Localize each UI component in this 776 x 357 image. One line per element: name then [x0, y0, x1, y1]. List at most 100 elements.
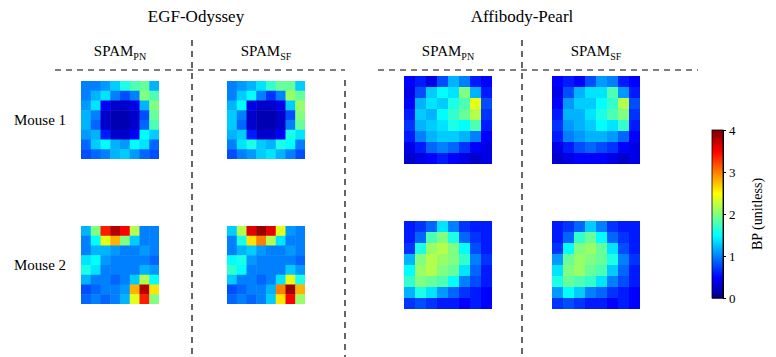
heatmap-cell — [481, 109, 492, 121]
heatmap-cell — [459, 254, 471, 266]
heatmap-cell — [247, 285, 257, 295]
heatmap-cell — [448, 76, 460, 88]
heatmap-cell — [437, 254, 449, 266]
heatmap-cell — [448, 221, 460, 233]
heatmap-cell — [574, 254, 586, 266]
colorbar-tick-label: 2 — [729, 207, 736, 222]
heatmap-cell — [552, 254, 564, 266]
heatmap-cell — [426, 109, 438, 121]
heatmap-cell — [618, 298, 630, 309]
heatmap-cell — [618, 87, 630, 99]
heatmap-cell — [618, 153, 630, 164]
colorbar-tick-label: 1 — [729, 249, 736, 264]
heatmap-panel — [404, 221, 492, 309]
heatmap-cell — [81, 149, 91, 159]
heatmap-cell — [227, 101, 237, 111]
heatmap-cell — [415, 153, 427, 164]
heatmap-cell — [130, 140, 140, 150]
heatmap-cell — [596, 221, 608, 233]
heatmap-cell — [295, 81, 305, 91]
heatmap-cell — [618, 120, 630, 132]
heatmap-cell — [276, 110, 286, 120]
heatmap-cell — [607, 265, 619, 277]
heatmap-cell — [140, 140, 150, 150]
heatmap-cell — [426, 287, 438, 299]
heatmap-cell — [470, 287, 482, 299]
heatmap-cell — [130, 149, 140, 159]
heatmap-cell — [585, 76, 597, 88]
heatmap-cell — [266, 81, 276, 91]
heatmap-cell — [470, 243, 482, 255]
heatmap-cell — [404, 287, 416, 299]
heatmap-cell — [295, 265, 305, 275]
heatmap-cell — [110, 285, 120, 295]
heatmap-cell — [404, 153, 416, 164]
heatmap-cell — [120, 149, 130, 159]
heatmap-cell — [481, 120, 492, 132]
heatmap-cell — [130, 120, 140, 130]
colorbar-tick-label: 3 — [729, 165, 736, 180]
heatmap-cell — [448, 120, 460, 132]
heatmap-cell — [448, 153, 460, 164]
heatmap-cell — [563, 109, 575, 121]
heatmap-cell — [481, 276, 492, 288]
heatmap-cell — [470, 265, 482, 277]
heatmap-cell — [426, 221, 438, 233]
heatmap-cell — [607, 109, 619, 121]
heatmap-cell — [596, 120, 608, 132]
heatmap-cell — [130, 81, 140, 91]
heatmap-cell — [563, 142, 575, 154]
heatmap-cell — [101, 246, 111, 256]
heatmap-cell — [91, 101, 101, 111]
heatmap-cell — [247, 101, 257, 111]
colorbar-tick-label: 0 — [729, 291, 736, 306]
colorbar-tick: 1 — [723, 249, 736, 264]
figure: Mouse 1Mouse 2EGF-OdysseySPAMPNSPAMSFAff… — [0, 0, 776, 357]
heatmap-cell — [120, 130, 130, 140]
heatmap-cell — [295, 255, 305, 265]
heatmap-cell — [247, 236, 257, 246]
heatmap-cell — [574, 142, 586, 154]
heatmap-cell — [629, 142, 640, 154]
heatmap-cell — [81, 81, 91, 91]
heatmap-cell — [120, 81, 130, 91]
heatmap-cell — [286, 246, 296, 256]
column-header: SPAMSF — [241, 43, 292, 62]
heatmap-cell — [470, 120, 482, 132]
heatmap-cell — [629, 131, 640, 143]
heatmap-cell — [247, 110, 257, 120]
heatmap-cell — [574, 287, 586, 299]
heatmap-cell — [140, 130, 150, 140]
heatmap-cell — [404, 232, 416, 244]
heatmap-cell — [91, 255, 101, 265]
heatmap-cell — [426, 298, 438, 309]
heatmap-cell — [256, 246, 266, 256]
heatmap-cell — [448, 254, 460, 266]
heatmap-cell — [101, 120, 111, 130]
heatmap-cell — [140, 110, 150, 120]
colorbar-tick-mark — [723, 172, 726, 173]
column-header: SPAMSF — [571, 43, 622, 62]
heatmap-cell — [552, 153, 564, 164]
heatmap-cell — [256, 265, 266, 275]
heatmap-cell — [227, 149, 237, 159]
heatmap-cell — [295, 246, 305, 256]
colorbar-frame — [712, 130, 723, 298]
heatmap-cell — [256, 285, 266, 295]
heatmap-cell — [426, 254, 438, 266]
heatmap-cell — [552, 265, 564, 277]
heatmap-cell — [552, 298, 564, 309]
heatmap-cell — [91, 226, 101, 236]
colorbar-tick: 0 — [723, 291, 736, 306]
heatmap-cell — [448, 265, 460, 277]
heatmap-cell — [110, 110, 120, 120]
heatmap-cell — [552, 221, 564, 233]
heatmap-cell — [276, 265, 286, 275]
heatmap-cell — [574, 98, 586, 110]
colorbar-tick: 3 — [723, 165, 736, 180]
heatmap-cell — [101, 236, 111, 246]
colorbar-tick-mark — [723, 130, 726, 131]
heatmap-cell — [552, 76, 564, 88]
heatmap-cell — [426, 76, 438, 88]
heatmap-cell — [481, 221, 492, 233]
